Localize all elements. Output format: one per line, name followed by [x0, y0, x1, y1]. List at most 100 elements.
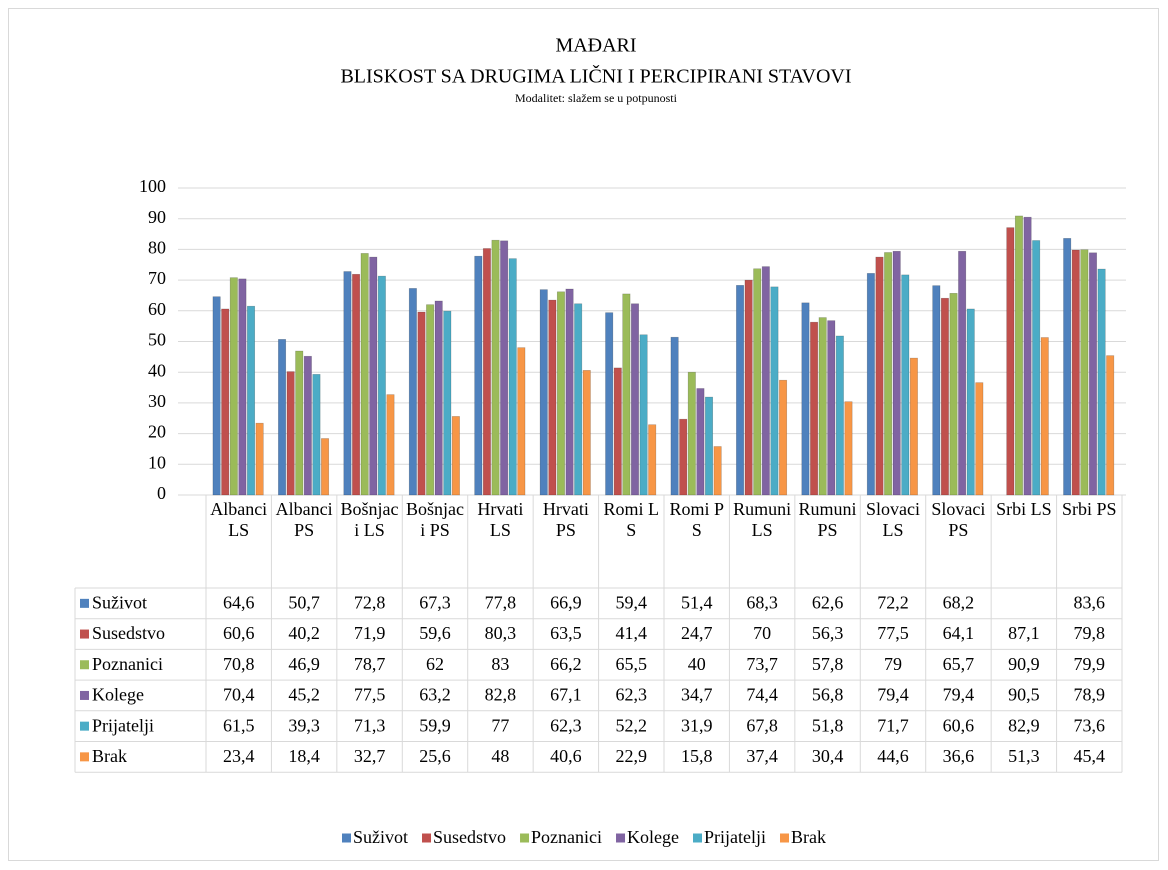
legend-key — [80, 752, 89, 762]
table-cell: 39,3 — [288, 715, 320, 735]
table-cell: 18,4 — [288, 746, 320, 766]
table-row-label: Susedstvo — [92, 623, 165, 643]
table-row-label: Prijatelji — [92, 715, 154, 735]
legend-label: Brak — [791, 827, 826, 847]
bar — [408, 288, 417, 496]
bar — [827, 320, 836, 496]
y-tick-label: 50 — [148, 330, 166, 350]
bar — [303, 355, 312, 496]
table-cell: 80,3 — [485, 623, 517, 643]
legend-label: Poznanici — [531, 827, 602, 847]
table-cell: 87,1 — [1008, 623, 1040, 643]
table-cell: 70,8 — [223, 654, 255, 674]
table-cell: 65,7 — [943, 654, 975, 674]
legend-key — [80, 721, 89, 731]
bar — [958, 250, 967, 496]
bar — [517, 347, 526, 496]
table-cell: 15,8 — [681, 746, 713, 766]
bar — [548, 299, 557, 496]
table-cell: 65,5 — [616, 654, 648, 674]
x-tick-label: Romi LS — [603, 499, 660, 540]
bar — [975, 382, 984, 496]
bar — [884, 252, 893, 496]
bar — [474, 255, 483, 496]
bar — [482, 248, 491, 496]
table-cell: 37,4 — [746, 746, 778, 766]
table-cell: 52,2 — [616, 715, 648, 735]
table-cell: 62,3 — [616, 685, 648, 705]
bar — [932, 285, 941, 496]
table-cell: 77 — [491, 715, 509, 735]
legend-label: Kolege — [627, 827, 679, 847]
bar — [779, 379, 788, 496]
x-tick-label: Romi PS — [669, 499, 724, 540]
chart-note: Modalitet: slažem se u potpunosti — [515, 91, 678, 105]
table-cell: 62 — [426, 654, 444, 674]
table-cell: 67,3 — [419, 592, 451, 612]
bar — [753, 268, 762, 496]
bar — [892, 250, 901, 496]
table-cell: 73,7 — [746, 654, 778, 674]
bar — [648, 424, 657, 496]
bar — [844, 401, 853, 496]
table-row-label: Poznanici — [92, 654, 163, 674]
y-tick-label: 20 — [148, 422, 166, 442]
table-cell: 41,4 — [616, 623, 648, 643]
table-cell: 83,6 — [1074, 592, 1106, 612]
x-tick-label: Bošnjaci LS — [340, 499, 399, 540]
table-cell: 60,6 — [943, 715, 975, 735]
chart-title: MAĐARI — [555, 35, 636, 57]
bar — [713, 446, 722, 496]
bar — [613, 367, 622, 496]
table-cell: 59,4 — [616, 592, 648, 612]
legend-key — [80, 660, 89, 670]
bar — [255, 422, 264, 496]
table-cell: 34,7 — [681, 685, 713, 705]
table-cell: 31,9 — [681, 715, 713, 735]
table-cell: 40,2 — [288, 623, 320, 643]
table-cell: 67,1 — [550, 685, 582, 705]
table-cell: 24,7 — [681, 623, 713, 643]
bar — [966, 308, 975, 496]
bar — [491, 239, 500, 496]
y-tick-label: 30 — [148, 391, 166, 411]
bar — [556, 291, 565, 496]
x-tick-label: Srbi LS — [996, 499, 1052, 519]
y-tick-label: 0 — [157, 483, 166, 503]
table-cell: 64,6 — [223, 592, 255, 612]
bar — [940, 297, 949, 496]
bar — [875, 256, 884, 496]
bar — [451, 416, 460, 496]
bar — [312, 374, 321, 496]
legend-key — [422, 833, 432, 843]
bar — [278, 339, 287, 496]
table-cell: 30,4 — [812, 746, 844, 766]
bar — [909, 357, 918, 496]
x-tick-label: Rumuni PS — [798, 499, 857, 540]
table-cell: 32,7 — [354, 746, 386, 766]
x-tick-label: Hrvati PS — [542, 499, 589, 540]
table-cell: 62,6 — [812, 592, 844, 612]
y-tick-label: 10 — [148, 452, 166, 472]
category-cell: Rumuni LS — [733, 499, 791, 540]
bar — [369, 256, 378, 496]
table-cell: 48 — [491, 746, 509, 766]
table-cell: 51,4 — [681, 592, 713, 612]
table-cell: 71,9 — [354, 623, 386, 643]
bar — [1097, 268, 1106, 496]
category-cell: Bošnjaci LS — [340, 499, 399, 540]
legend-key — [780, 833, 789, 843]
table-cell: 74,4 — [746, 685, 778, 705]
table-cell: 72,8 — [354, 592, 386, 612]
table-cell: 78,7 — [354, 654, 386, 674]
bar — [810, 321, 819, 496]
table-cell: 40,6 — [550, 746, 582, 766]
table-cell: 57,8 — [812, 654, 844, 674]
legend-key — [342, 833, 351, 843]
bar — [761, 266, 770, 496]
table-cell: 73,6 — [1074, 715, 1106, 735]
x-tick-label: Albanci LS — [210, 499, 268, 540]
legend-key — [693, 833, 702, 843]
table-cell: 45,4 — [1074, 746, 1106, 766]
bar — [801, 302, 810, 496]
